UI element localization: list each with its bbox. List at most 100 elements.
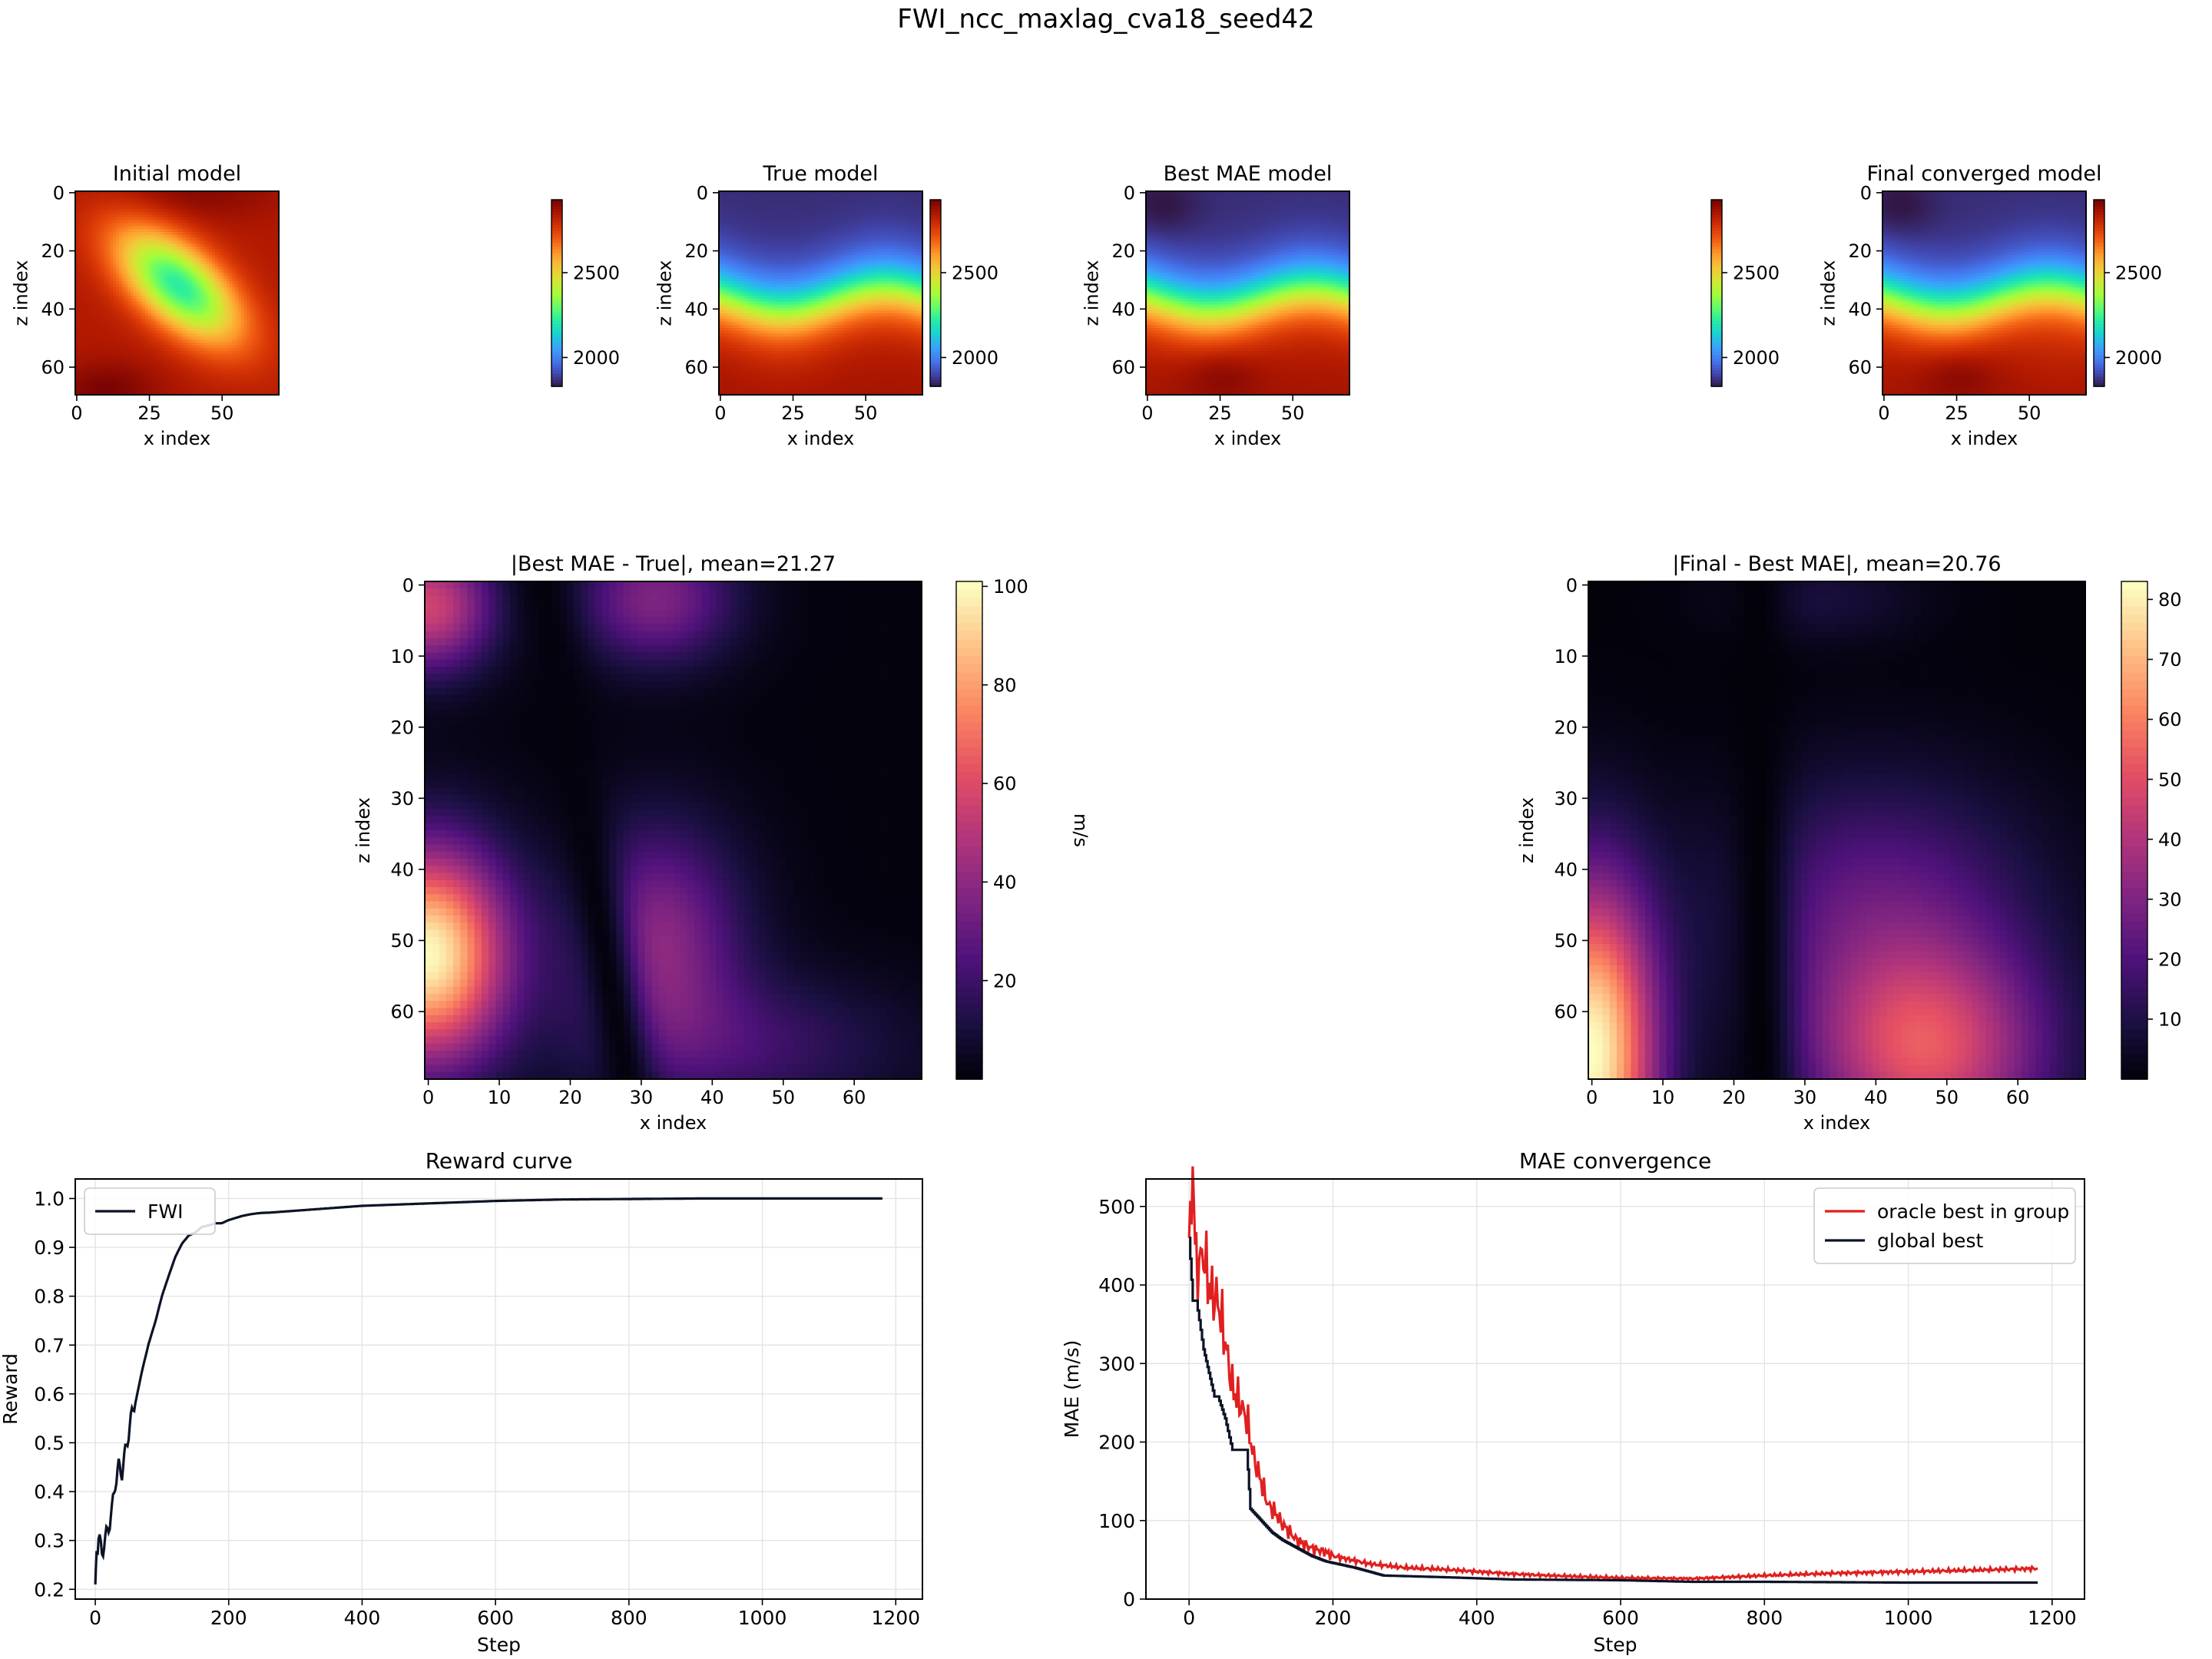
heatmap-cell (96, 320, 99, 323)
heatmap-cell (215, 220, 218, 224)
heatmap-cell (154, 302, 157, 305)
heatmap-cell (189, 224, 192, 227)
heatmap-cell (84, 255, 87, 258)
heatmap-cell (186, 232, 189, 235)
heatmap-cell (145, 197, 148, 200)
heatmap-cell (261, 348, 264, 351)
heatmap-cell (232, 328, 235, 331)
heatmap-cell (264, 351, 267, 354)
heatmap-cell (104, 194, 108, 197)
heatmap-cell (227, 197, 230, 200)
heatmap-cell (98, 339, 101, 343)
heatmap-cell (127, 316, 131, 320)
heatmap-cell (145, 255, 148, 258)
heatmap-cell (200, 369, 204, 372)
heatmap-cell (101, 200, 104, 203)
heatmap-cell (93, 226, 96, 229)
heatmap-cell (171, 243, 174, 247)
heatmap-cell (200, 229, 204, 232)
heatmap-cell (241, 343, 244, 346)
heatmap-cell (186, 328, 189, 331)
heatmap-cell (174, 287, 177, 290)
heatmap-cell (183, 375, 186, 378)
heatmap-cell (215, 339, 218, 343)
heatmap-cell (200, 307, 204, 310)
heatmap-cell (253, 229, 256, 232)
heatmap-cell (244, 253, 247, 256)
heatmap-cell (212, 313, 215, 316)
heatmap-cell (261, 270, 264, 273)
heatmap-cell (101, 302, 104, 305)
heatmap-cell (98, 313, 101, 316)
heatmap-cell (108, 255, 111, 258)
heatmap-cell (93, 238, 96, 241)
heatmap-cell (139, 320, 142, 323)
heatmap-cell (113, 212, 116, 215)
heatmap-cell (160, 200, 163, 203)
heatmap-cell (139, 258, 142, 261)
heatmap-cell (160, 226, 163, 229)
heatmap-cell (84, 325, 87, 328)
heatmap-cell (235, 194, 238, 197)
heatmap-cell (218, 203, 221, 206)
heatmap-cell (157, 348, 160, 351)
heatmap-cell (151, 343, 154, 346)
heatmap-cell (180, 200, 183, 203)
heatmap-cell (148, 224, 151, 227)
heatmap-cell (87, 310, 90, 313)
heatmap-cell (183, 380, 186, 383)
heatmap-cell (171, 238, 174, 241)
heatmap-cell (220, 331, 224, 334)
heatmap-cell (235, 389, 238, 392)
heatmap-cell (168, 357, 171, 360)
heatmap-cell (212, 229, 215, 232)
heatmap-cell (84, 339, 87, 343)
heatmap-cell (189, 217, 192, 220)
heatmap-cell (191, 313, 194, 316)
heatmap-cell (131, 307, 134, 310)
heatmap-cell (194, 287, 197, 290)
heatmap-cell (139, 363, 142, 366)
heatmap-cell (180, 343, 183, 346)
heatmap-cell (273, 206, 276, 209)
heatmap-cell (204, 346, 207, 349)
heatmap-cell (98, 343, 101, 346)
heatmap-cell (122, 197, 125, 200)
heatmap-cell (139, 299, 142, 302)
heatmap-cell (163, 316, 166, 320)
heatmap-cell (98, 267, 101, 270)
heatmap-cell (209, 372, 212, 375)
heatmap-cell (84, 290, 87, 293)
heatmap-cell (191, 217, 194, 220)
heatmap-cell (148, 279, 151, 282)
heatmap-cell (227, 372, 230, 375)
heatmap-cell (110, 351, 113, 354)
heatmap-cell (87, 293, 90, 296)
heatmap-cell (84, 273, 87, 276)
heatmap-cell (171, 226, 174, 229)
heatmap-cell (244, 290, 247, 293)
heatmap-cell (124, 284, 127, 287)
heatmap-cell (84, 267, 87, 270)
heatmap-cell (189, 302, 192, 305)
heatmap-cell (212, 380, 215, 383)
heatmap-cell (96, 334, 99, 337)
heatmap-cell (139, 336, 142, 339)
heatmap-cell (171, 194, 174, 197)
heatmap-cell (186, 302, 189, 305)
heatmap-cell (151, 261, 154, 264)
heatmap-cell (137, 346, 140, 349)
heatmap-cell (218, 293, 221, 296)
heatmap-cell (142, 377, 145, 380)
heatmap-cell (90, 369, 93, 372)
heatmap-cell (119, 276, 122, 279)
heatmap-cell (108, 325, 111, 328)
heatmap-cell (171, 250, 174, 253)
heatmap-cell (157, 200, 160, 203)
heatmap-cell (189, 328, 192, 331)
heatmap-cell (244, 305, 247, 308)
heatmap-cell (250, 212, 253, 215)
heatmap-cell (171, 375, 174, 378)
heatmap-cell (165, 380, 168, 383)
heatmap-cell (206, 389, 209, 392)
